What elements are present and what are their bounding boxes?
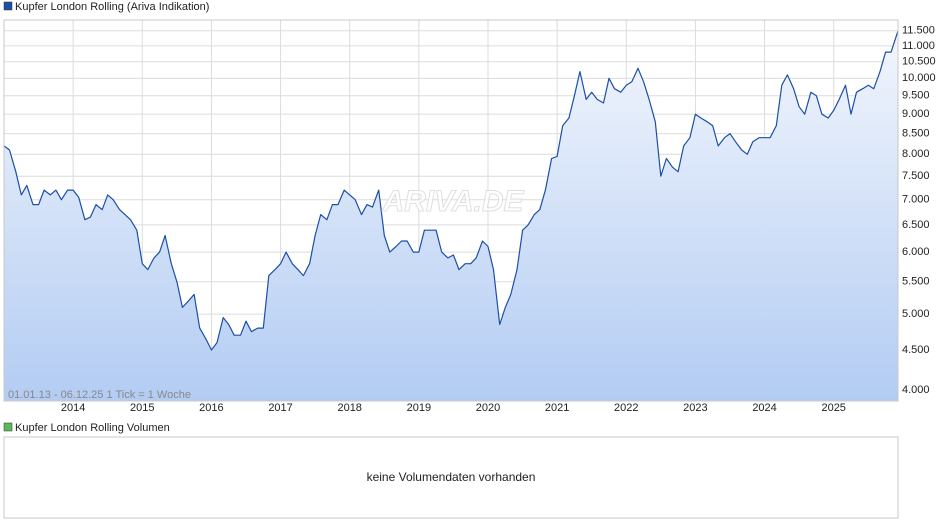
y-tick-label: 8.000 <box>902 148 930 160</box>
area <box>4 30 898 402</box>
x-tick-label: 2022 <box>614 402 638 414</box>
y-tick-label: 7.000 <box>902 194 930 206</box>
y-tick-label: 11.500 <box>902 25 935 37</box>
plot-border <box>3 19 899 402</box>
line <box>3 30 899 351</box>
legend-swatch <box>3 422 13 432</box>
y-tick-label: 9.500 <box>902 90 930 102</box>
y-tick-label: 6.000 <box>902 246 930 258</box>
legend-swatch <box>3 1 13 11</box>
volume-message: keine Volumendaten vorhanden <box>367 470 536 484</box>
watermark: ARIVA.DE <box>381 185 524 218</box>
y-tick-label: 10.500 <box>902 56 936 68</box>
y-tick-label: 7.500 <box>902 170 930 182</box>
y-tick-label: 4.000 <box>902 384 930 396</box>
x-tick-label: 2023 <box>683 402 707 414</box>
x-tick-label: 2017 <box>268 402 292 414</box>
x-tick-label: 2021 <box>545 402 569 414</box>
x-tick-label: 2020 <box>476 402 500 414</box>
y-tick-label: 6.500 <box>902 219 930 231</box>
x-tick-label: 2015 <box>130 402 154 414</box>
legend-label: Kupfer London Rolling (Ariva Indikation) <box>15 1 209 13</box>
y-tick-label: 8.500 <box>902 128 930 140</box>
x-tick-label: 2016 <box>199 402 223 414</box>
y-tick-label: 4.500 <box>902 344 930 356</box>
range-note: 01.01.13 - 06.12.25 1 Tick = 1 Woche <box>8 389 191 401</box>
x-tick-label: 2018 <box>337 402 361 414</box>
x-tick-label: 2025 <box>821 402 845 414</box>
y-tick-label: 5.500 <box>902 276 930 288</box>
y-tick-label: 5.000 <box>902 308 930 320</box>
x-tick-label: 2014 <box>61 402 85 414</box>
y-tick-label: 9.000 <box>902 108 930 120</box>
x-tick-label: 2019 <box>407 402 431 414</box>
legend-label: Kupfer London Rolling Volumen <box>15 422 170 434</box>
x-tick-label: 2024 <box>752 402 776 414</box>
y-tick-label: 11.000 <box>902 40 935 52</box>
y-tick-label: 10.000 <box>902 72 936 84</box>
volume-panel <box>3 436 899 519</box>
